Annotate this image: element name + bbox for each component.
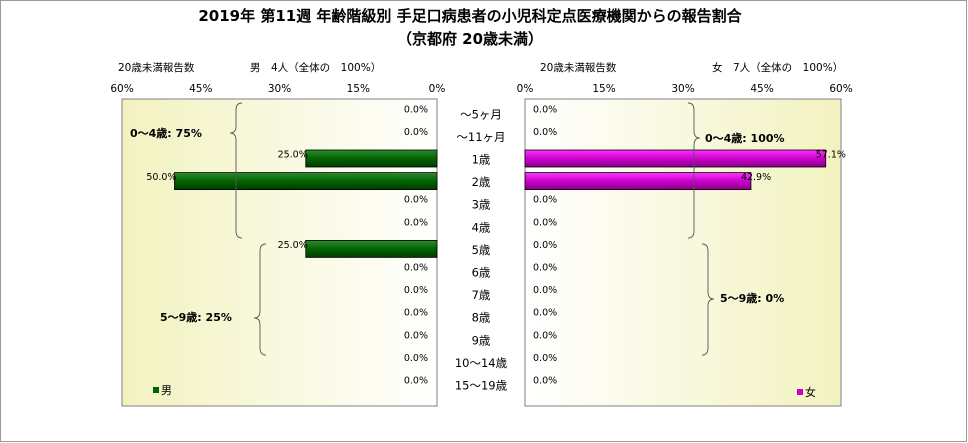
category-label: 9歳 (472, 333, 491, 347)
female-data-label: 0.0% (533, 263, 557, 274)
male-bar (305, 239, 438, 258)
category-label: 6歳 (472, 266, 491, 280)
female-data-label: 0.0% (533, 127, 557, 138)
category-label: 8歳 (472, 311, 491, 325)
female-axis-tick: 60% (829, 83, 852, 95)
female-data-label: 0.0% (533, 330, 557, 341)
female-data-label: 0.0% (533, 240, 557, 251)
male-data-label: 0.0% (404, 217, 428, 228)
male-data-label: 50.0% (146, 172, 176, 183)
male-data-label: 0.0% (404, 285, 428, 296)
chart-subtitle: （京都府 20歳未満） (397, 30, 543, 48)
male-axis-tick: 45% (189, 83, 212, 95)
female-data-label: 0.0% (533, 376, 557, 387)
female-header-count: 女 7人（全体の 100%） (712, 61, 843, 74)
male-data-label: 0.0% (404, 104, 428, 115)
category-label: ～11ヶ月 (456, 130, 505, 144)
male-header-count: 男 4人（全体の 100%） (250, 61, 381, 74)
male-data-label: 0.0% (404, 308, 428, 319)
female-data-label: 57.1% (816, 150, 846, 161)
female-data-label: 0.0% (533, 353, 557, 364)
male-data-label: 0.0% (404, 195, 428, 206)
female-header-label: 20歳未満報告数 (540, 61, 617, 74)
male-axis-tick: 60% (110, 83, 133, 95)
category-label: 15～19歳 (455, 379, 508, 393)
female-axis-tick: 30% (671, 83, 694, 95)
male-bar (174, 172, 438, 191)
female-data-label: 0.0% (533, 104, 557, 115)
female-data-label: 42.9% (741, 172, 771, 183)
chart-title: 2019年 第11週 年齢階級別 手足口病患者の小児科定点医療機関からの報告割合 (198, 7, 742, 25)
female-axis-tick: 0% (517, 83, 534, 95)
male-legend-swatch (153, 387, 159, 393)
female-data-label: 0.0% (533, 217, 557, 228)
category-label: 4歳 (472, 220, 491, 234)
female-data-label: 0.0% (533, 285, 557, 296)
male-data-label: 25.0% (278, 150, 308, 161)
category-label: 2歳 (472, 175, 491, 189)
female-axis-tick: 45% (750, 83, 773, 95)
male-axis-tick: 15% (347, 83, 370, 95)
category-label: 7歳 (472, 288, 491, 302)
male-annotation-0-4: 0～4歳: 75% (130, 126, 202, 140)
category-label: 1歳 (472, 153, 491, 167)
male-axis-tick: 0% (429, 83, 446, 95)
male-data-label: 0.0% (404, 263, 428, 274)
male-header-label: 20歳未満報告数 (118, 61, 195, 74)
female-annotation-0-4: 0～4歳: 100% (705, 131, 785, 145)
male-data-label: 0.0% (404, 330, 428, 341)
male-bracket-0-4 (229, 102, 243, 239)
male-annotation-5-9: 5～9歳: 25% (160, 310, 232, 324)
male-axis-tick: 30% (268, 83, 291, 95)
female-bracket-5-9 (701, 243, 715, 356)
male-bar (305, 149, 438, 168)
category-label: 3歳 (472, 198, 491, 212)
category-label: 10～14歳 (455, 356, 508, 370)
female-data-label: 0.0% (533, 308, 557, 319)
female-bracket-0-4 (687, 102, 701, 239)
male-data-label: 25.0% (278, 240, 308, 251)
male-data-label: 0.0% (404, 353, 428, 364)
female-axis-tick: 15% (592, 83, 615, 95)
male-bracket-5-9 (253, 243, 267, 356)
female-annotation-5-9: 5～9歳: 0% (720, 291, 784, 305)
category-label: ～5ヶ月 (460, 107, 502, 121)
male-legend-label: 男 (161, 384, 172, 397)
female-plot-area (524, 98, 842, 407)
category-label: 5歳 (472, 243, 491, 257)
female-legend-swatch (797, 389, 803, 395)
female-bar (524, 172, 752, 191)
male-data-label: 0.0% (404, 127, 428, 138)
female-legend-label: 女 (805, 385, 816, 399)
male-data-label: 0.0% (404, 376, 428, 387)
female-data-label: 0.0% (533, 195, 557, 206)
female-bar (524, 149, 827, 168)
